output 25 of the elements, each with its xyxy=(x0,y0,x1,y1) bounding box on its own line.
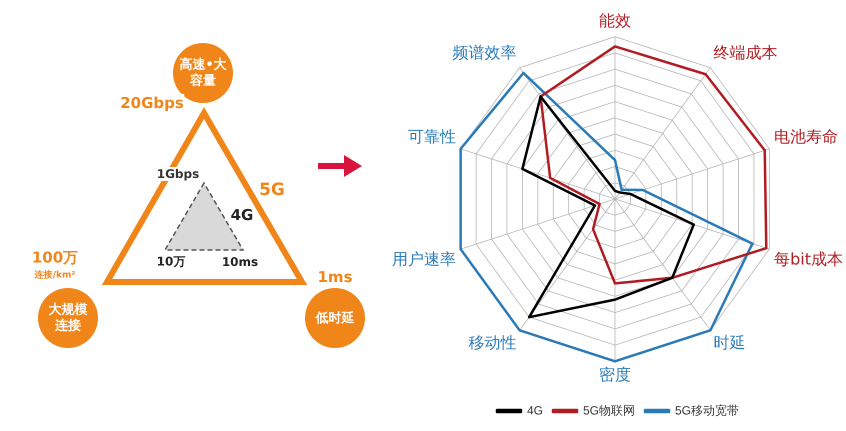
spoke-label: 时延 xyxy=(713,333,746,352)
text: 1Gbps xyxy=(156,167,200,181)
text: 10ms xyxy=(222,255,258,269)
spoke-label: 终端成本 xyxy=(713,43,778,62)
text: 高速•大容量 xyxy=(179,57,227,89)
spoke-label: 用户速率 xyxy=(392,249,456,268)
text: 1ms xyxy=(318,268,352,286)
legend-label: 4G xyxy=(526,403,544,418)
text: 连接/km² xyxy=(34,268,76,282)
text: 20Gbps xyxy=(120,94,184,112)
text: 大规模连接 xyxy=(48,302,88,334)
text: 100万 xyxy=(32,248,78,268)
spoke-label: 每bit成本 xyxy=(774,249,843,268)
spoke-label: 频谱效率 xyxy=(452,43,517,62)
spoke-label: 电池寿命 xyxy=(774,126,838,146)
legend-label: 5G物联网 xyxy=(582,403,636,418)
spoke-label: 能效 xyxy=(599,11,631,30)
text: 低时延 xyxy=(316,310,354,327)
spoke-label: 密度 xyxy=(599,365,631,384)
spoke-label: 移动性 xyxy=(468,333,517,352)
spoke-label: 可靠性 xyxy=(408,126,456,146)
text: 4G xyxy=(230,206,254,224)
legend-label: 5G移动宽带 xyxy=(675,403,740,418)
text: 5G xyxy=(259,180,285,200)
text: 10万 xyxy=(156,254,186,270)
